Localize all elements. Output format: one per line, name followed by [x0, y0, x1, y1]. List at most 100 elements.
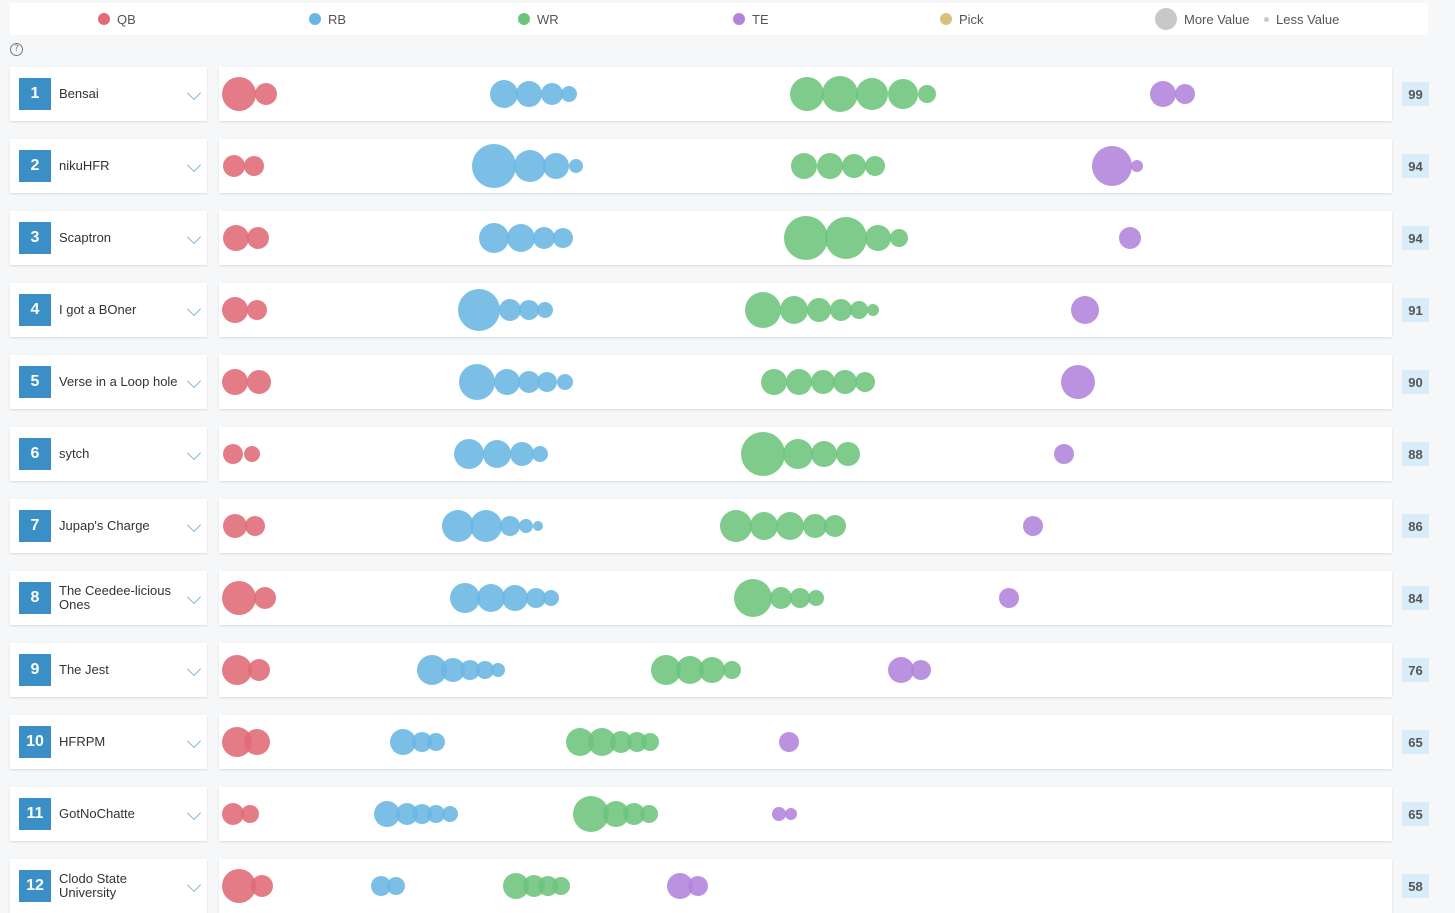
- rb-player-bubble[interactable]: [510, 442, 534, 466]
- wr-player-bubble[interactable]: [811, 370, 835, 394]
- rb-player-bubble[interactable]: [499, 299, 521, 321]
- te-player-bubble[interactable]: [911, 660, 931, 680]
- rb-player-bubble[interactable]: [470, 510, 502, 542]
- chevron-down-icon[interactable]: [186, 229, 202, 245]
- qb-player-bubble[interactable]: [244, 156, 264, 176]
- wr-player-bubble[interactable]: [651, 655, 681, 685]
- chevron-down-icon[interactable]: [186, 373, 202, 389]
- question-circle-icon[interactable]: ?: [10, 43, 23, 56]
- rb-player-bubble[interactable]: [442, 510, 474, 542]
- rb-player-bubble[interactable]: [442, 806, 458, 822]
- rb-player-bubble[interactable]: [561, 86, 577, 102]
- rb-player-bubble[interactable]: [557, 374, 573, 390]
- te-player-bubble[interactable]: [1092, 146, 1132, 186]
- wr-player-bubble[interactable]: [855, 372, 875, 392]
- chevron-down-icon[interactable]: [186, 733, 202, 749]
- wr-player-bubble[interactable]: [836, 442, 860, 466]
- qb-player-bubble[interactable]: [245, 516, 265, 536]
- qb-player-bubble[interactable]: [254, 587, 276, 609]
- team-selector[interactable]: 6 sytch: [10, 427, 207, 481]
- team-selector[interactable]: 8 The Ceedee-licious Ones: [10, 571, 207, 625]
- rb-player-bubble[interactable]: [479, 223, 509, 253]
- wr-player-bubble[interactable]: [890, 229, 908, 247]
- rb-player-bubble[interactable]: [494, 369, 520, 395]
- rb-player-bubble[interactable]: [477, 584, 505, 612]
- wr-player-bubble[interactable]: [842, 154, 866, 178]
- wr-player-bubble[interactable]: [761, 369, 787, 395]
- wr-player-bubble[interactable]: [865, 156, 885, 176]
- qb-player-bubble[interactable]: [247, 227, 269, 249]
- wr-player-bubble[interactable]: [566, 728, 594, 756]
- wr-player-bubble[interactable]: [811, 441, 837, 467]
- legend-item-wr[interactable]: WR: [518, 3, 559, 35]
- qb-player-bubble[interactable]: [248, 659, 270, 681]
- rb-player-bubble[interactable]: [543, 153, 569, 179]
- wr-player-bubble[interactable]: [850, 301, 868, 319]
- te-player-bubble[interactable]: [888, 657, 914, 683]
- qb-player-bubble[interactable]: [223, 225, 249, 251]
- qb-player-bubble[interactable]: [223, 514, 247, 538]
- qb-player-bubble[interactable]: [222, 297, 248, 323]
- chevron-down-icon[interactable]: [186, 157, 202, 173]
- rb-player-bubble[interactable]: [390, 729, 416, 755]
- wr-player-bubble[interactable]: [817, 153, 843, 179]
- wr-player-bubble[interactable]: [745, 292, 781, 328]
- wr-player-bubble[interactable]: [807, 298, 831, 322]
- qb-player-bubble[interactable]: [222, 581, 256, 615]
- rb-player-bubble[interactable]: [374, 801, 400, 827]
- rb-player-bubble[interactable]: [519, 300, 539, 320]
- rb-player-bubble[interactable]: [500, 516, 520, 536]
- team-selector[interactable]: 12 Clodo State University: [10, 859, 207, 913]
- wr-player-bubble[interactable]: [888, 79, 918, 109]
- qb-player-bubble[interactable]: [223, 155, 245, 177]
- wr-player-bubble[interactable]: [723, 661, 741, 679]
- rb-player-bubble[interactable]: [532, 446, 548, 462]
- qb-player-bubble[interactable]: [244, 729, 270, 755]
- qb-player-bubble[interactable]: [222, 655, 252, 685]
- rb-player-bubble[interactable]: [514, 150, 546, 182]
- wr-player-bubble[interactable]: [750, 512, 778, 540]
- rb-player-bubble[interactable]: [507, 224, 535, 252]
- qb-player-bubble[interactable]: [222, 869, 256, 903]
- chevron-down-icon[interactable]: [186, 445, 202, 461]
- rb-player-bubble[interactable]: [458, 289, 500, 331]
- te-player-bubble[interactable]: [1131, 160, 1143, 172]
- wr-player-bubble[interactable]: [830, 299, 852, 321]
- team-selector[interactable]: 3 Scaptron: [10, 211, 207, 265]
- wr-player-bubble[interactable]: [623, 803, 645, 825]
- wr-player-bubble[interactable]: [770, 587, 792, 609]
- rb-player-bubble[interactable]: [569, 159, 583, 173]
- rb-player-bubble[interactable]: [427, 733, 445, 751]
- rb-player-bubble[interactable]: [396, 803, 418, 825]
- te-player-bubble[interactable]: [772, 807, 786, 821]
- wr-player-bubble[interactable]: [790, 588, 810, 608]
- rb-player-bubble[interactable]: [412, 804, 432, 824]
- wr-player-bubble[interactable]: [776, 512, 804, 540]
- wr-player-bubble[interactable]: [720, 510, 752, 542]
- legend-item-rb[interactable]: RB: [309, 3, 346, 35]
- wr-player-bubble[interactable]: [641, 733, 659, 751]
- rb-player-bubble[interactable]: [387, 877, 405, 895]
- team-selector[interactable]: 7 Jupap's Charge: [10, 499, 207, 553]
- wr-player-bubble[interactable]: [791, 153, 817, 179]
- wr-player-bubble[interactable]: [610, 731, 632, 753]
- team-selector[interactable]: 4 I got a BOner: [10, 283, 207, 337]
- chevron-down-icon[interactable]: [186, 805, 202, 821]
- wr-player-bubble[interactable]: [784, 216, 828, 260]
- wr-player-bubble[interactable]: [833, 370, 857, 394]
- qb-player-bubble[interactable]: [247, 300, 267, 320]
- qb-player-bubble[interactable]: [247, 370, 271, 394]
- te-player-bubble[interactable]: [779, 732, 799, 752]
- rb-player-bubble[interactable]: [427, 805, 445, 823]
- rb-player-bubble[interactable]: [476, 661, 494, 679]
- wr-player-bubble[interactable]: [822, 76, 858, 112]
- rb-player-bubble[interactable]: [537, 372, 557, 392]
- wr-player-bubble[interactable]: [783, 439, 813, 469]
- te-player-bubble[interactable]: [1071, 296, 1099, 324]
- rb-player-bubble[interactable]: [541, 83, 563, 105]
- rb-player-bubble[interactable]: [472, 144, 516, 188]
- rb-player-bubble[interactable]: [491, 663, 505, 677]
- rb-player-bubble[interactable]: [460, 660, 480, 680]
- wr-player-bubble[interactable]: [741, 432, 785, 476]
- legend-item-te[interactable]: TE: [733, 3, 769, 35]
